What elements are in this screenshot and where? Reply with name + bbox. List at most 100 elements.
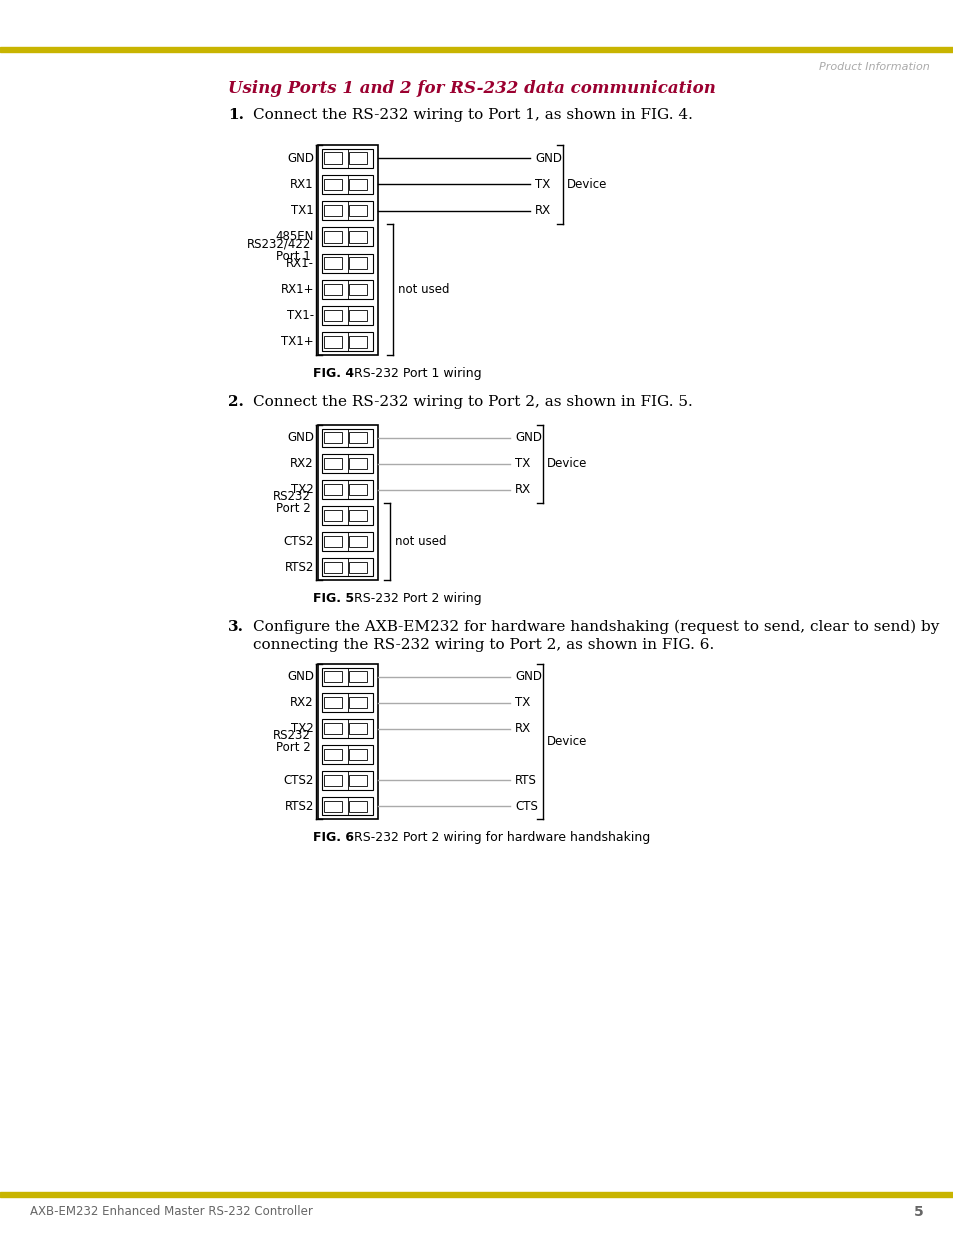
Text: GND: GND	[515, 431, 541, 445]
Bar	[349, 510, 367, 521]
Bar	[324, 179, 341, 190]
Text: RX1-: RX1-	[286, 257, 314, 269]
Bar	[324, 536, 341, 547]
Bar	[324, 336, 341, 347]
Text: RS-232 Port 2 wiring: RS-232 Port 2 wiring	[346, 592, 481, 605]
Bar	[322, 558, 374, 577]
Text: 1.: 1.	[228, 107, 244, 122]
Text: FIG. 4: FIG. 4	[313, 367, 354, 380]
Text: RS232: RS232	[273, 729, 311, 742]
Bar	[324, 152, 341, 164]
Text: RS232/422: RS232/422	[247, 237, 311, 251]
Text: Product Information: Product Information	[819, 62, 929, 72]
Text: RX: RX	[535, 204, 551, 217]
Text: RS232: RS232	[273, 490, 311, 503]
Text: GND: GND	[535, 152, 561, 164]
Bar	[322, 227, 374, 246]
Bar	[324, 698, 341, 709]
Bar	[324, 722, 341, 734]
Bar	[349, 179, 367, 190]
Bar	[322, 532, 374, 551]
Text: Using Ports 1 and 2 for RS-232 data communication: Using Ports 1 and 2 for RS-232 data comm…	[228, 80, 715, 98]
Text: TX1-: TX1-	[287, 309, 314, 322]
Bar	[324, 284, 341, 295]
Bar	[322, 506, 374, 525]
Bar	[349, 672, 367, 683]
Bar	[324, 774, 341, 785]
Text: connecting the RS-232 wiring to Port 2, as shown in FIG. 6.: connecting the RS-232 wiring to Port 2, …	[253, 638, 714, 652]
Bar	[324, 458, 341, 469]
Bar	[349, 310, 367, 321]
Bar	[322, 668, 374, 687]
Text: RTS2: RTS2	[284, 799, 314, 813]
Text: RTS2: RTS2	[284, 561, 314, 573]
Text: 485EN: 485EN	[275, 231, 314, 243]
Bar	[317, 664, 377, 819]
Text: Device: Device	[546, 735, 587, 748]
Bar	[322, 306, 374, 325]
Text: Device: Device	[566, 178, 607, 191]
Bar	[349, 205, 367, 216]
Text: not used: not used	[397, 283, 449, 296]
Text: RX2: RX2	[290, 457, 314, 471]
Text: Device: Device	[546, 457, 587, 471]
Bar	[349, 800, 367, 811]
Text: Port 1: Port 1	[276, 249, 311, 263]
Bar	[322, 797, 374, 815]
Bar	[324, 672, 341, 683]
Bar	[324, 562, 341, 573]
Bar	[0, 1192, 953, 1197]
Bar	[324, 432, 341, 443]
Bar	[322, 148, 374, 168]
Text: Connect the RS-232 wiring to Port 2, as shown in FIG. 5.: Connect the RS-232 wiring to Port 2, as …	[253, 395, 692, 409]
Text: TX2: TX2	[291, 722, 314, 735]
Text: Connect the RS-232 wiring to Port 1, as shown in FIG. 4.: Connect the RS-232 wiring to Port 1, as …	[253, 107, 692, 122]
Bar	[324, 257, 341, 269]
Text: FIG. 6: FIG. 6	[313, 831, 354, 844]
Text: GND: GND	[287, 671, 314, 683]
Text: not used: not used	[395, 535, 446, 548]
Bar	[324, 510, 341, 521]
Text: GND: GND	[287, 152, 314, 164]
Text: RX1+: RX1+	[280, 283, 314, 296]
Text: Port 2: Port 2	[276, 741, 311, 755]
Bar	[322, 332, 374, 351]
Bar	[324, 484, 341, 495]
Bar	[322, 175, 374, 194]
Bar	[322, 771, 374, 789]
Bar	[349, 722, 367, 734]
Bar	[317, 144, 377, 354]
Bar	[324, 310, 341, 321]
Text: FIG. 5: FIG. 5	[313, 592, 354, 605]
Bar	[322, 693, 374, 713]
Text: 5: 5	[913, 1205, 923, 1219]
Bar	[324, 748, 341, 760]
Bar	[349, 748, 367, 760]
Bar	[324, 205, 341, 216]
Text: GND: GND	[287, 431, 314, 445]
Bar	[349, 458, 367, 469]
Bar	[349, 284, 367, 295]
Bar	[322, 480, 374, 499]
Text: AXB-EM232 Enhanced Master RS-232 Controller: AXB-EM232 Enhanced Master RS-232 Control…	[30, 1205, 313, 1218]
Bar	[322, 253, 374, 273]
Bar	[349, 774, 367, 785]
Text: 2.: 2.	[228, 395, 244, 409]
Bar	[322, 280, 374, 299]
Bar	[349, 336, 367, 347]
Bar	[322, 745, 374, 763]
Text: RX: RX	[515, 722, 531, 735]
Bar	[349, 432, 367, 443]
Text: RX1: RX1	[290, 178, 314, 191]
Text: TX: TX	[535, 178, 550, 191]
Bar	[349, 698, 367, 709]
Bar	[324, 231, 341, 242]
Text: CTS: CTS	[515, 799, 537, 813]
Text: RS-232 Port 2 wiring for hardware handshaking: RS-232 Port 2 wiring for hardware handsh…	[346, 831, 650, 844]
Text: GND: GND	[515, 671, 541, 683]
Text: CTS2: CTS2	[283, 774, 314, 787]
Text: 3.: 3.	[228, 620, 244, 634]
Bar	[322, 719, 374, 737]
Bar	[349, 152, 367, 164]
Bar	[349, 257, 367, 269]
